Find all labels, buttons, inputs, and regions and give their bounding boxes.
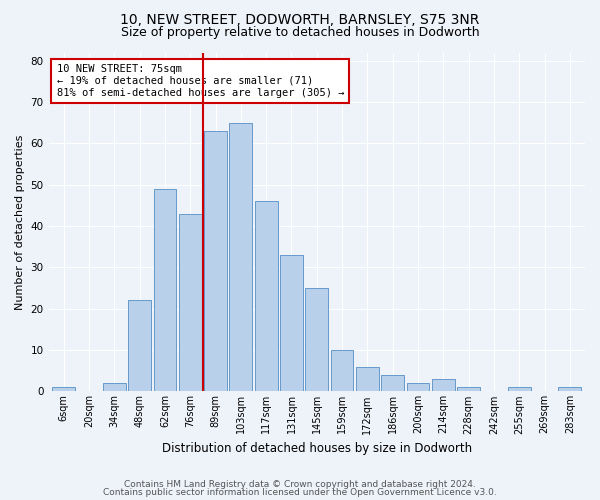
Text: Contains HM Land Registry data © Crown copyright and database right 2024.: Contains HM Land Registry data © Crown c… [124,480,476,489]
Bar [154,189,176,392]
Bar [280,255,303,392]
Bar [103,383,126,392]
Bar [508,388,530,392]
Bar [356,366,379,392]
Text: 10 NEW STREET: 75sqm
← 19% of detached houses are smaller (71)
81% of semi-detac: 10 NEW STREET: 75sqm ← 19% of detached h… [56,64,344,98]
Bar [331,350,353,392]
Bar [305,288,328,392]
Bar [229,123,252,392]
Y-axis label: Number of detached properties: Number of detached properties [15,134,25,310]
Text: 10, NEW STREET, DODWORTH, BARNSLEY, S75 3NR: 10, NEW STREET, DODWORTH, BARNSLEY, S75 … [121,12,479,26]
Text: Contains public sector information licensed under the Open Government Licence v3: Contains public sector information licen… [103,488,497,497]
Bar [255,202,278,392]
Bar [381,375,404,392]
Bar [559,388,581,392]
Bar [457,388,480,392]
Bar [179,214,202,392]
Bar [407,383,430,392]
X-axis label: Distribution of detached houses by size in Dodworth: Distribution of detached houses by size … [162,442,472,455]
Bar [204,131,227,392]
Text: Size of property relative to detached houses in Dodworth: Size of property relative to detached ho… [121,26,479,39]
Bar [128,300,151,392]
Bar [432,379,455,392]
Bar [52,388,75,392]
